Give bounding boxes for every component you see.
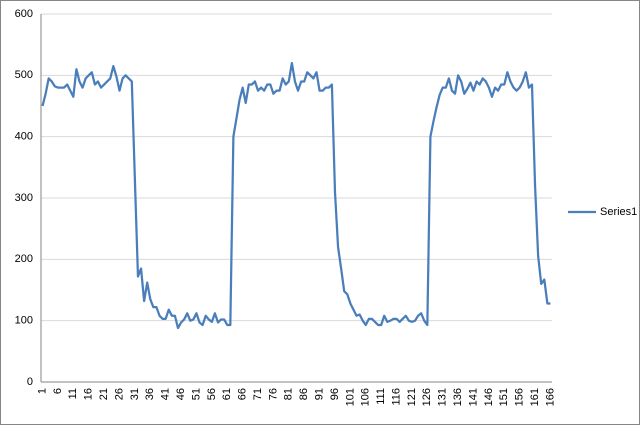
x-tick-label: 21 [98,388,110,400]
x-tick-label: 131 [437,388,449,406]
x-tick-label: 151 [498,388,510,406]
x-tick-label: 1 [36,388,48,394]
x-tick-label: 56 [206,388,218,400]
y-tick-label: 100 [15,315,33,327]
x-tick-label: 161 [529,388,541,406]
x-tick-label: 101 [344,388,356,406]
x-tick-label: 76 [267,388,279,400]
x-tick-label: 141 [467,388,479,406]
x-tick-label: 61 [221,388,233,400]
x-tick-label: 26 [113,388,125,400]
x-tick-label: 146 [483,388,495,406]
x-tick-label: 41 [160,388,172,400]
x-tick-label: 121 [406,388,418,406]
x-tick-label: 46 [175,388,187,400]
y-tick-label: 0 [27,376,33,388]
legend-label: Series1 [600,206,637,218]
x-tick-label: 6 [52,388,64,394]
x-tick-label: 166 [544,388,556,406]
x-tick-label: 66 [237,388,249,400]
y-tick-label: 300 [15,192,33,204]
x-tick-label: 111 [375,388,387,405]
x-tick-label: 156 [514,388,526,406]
y-tick-label: 200 [15,253,33,265]
x-tick-label: 86 [298,388,310,400]
x-tick-label: 71 [252,388,264,400]
x-tick-label: 96 [329,388,341,400]
y-tick-label: 500 [15,69,33,81]
x-tick-label: 16 [83,388,95,400]
x-tick-label: 11 [67,388,79,399]
x-tick-label: 136 [452,388,464,406]
x-tick-label: 51 [190,388,202,400]
y-tick-label: 400 [15,131,33,143]
x-tick-label: 116 [390,388,402,406]
series-line [41,61,551,330]
x-tick-label: 81 [283,388,295,400]
x-tick-label: 106 [360,388,372,406]
x-tick-label: 36 [144,388,156,400]
x-tick-label: 126 [421,388,433,406]
y-tick-label: 600 [15,8,33,20]
x-tick-label: 31 [129,388,141,400]
x-tick-label: 91 [313,388,325,400]
